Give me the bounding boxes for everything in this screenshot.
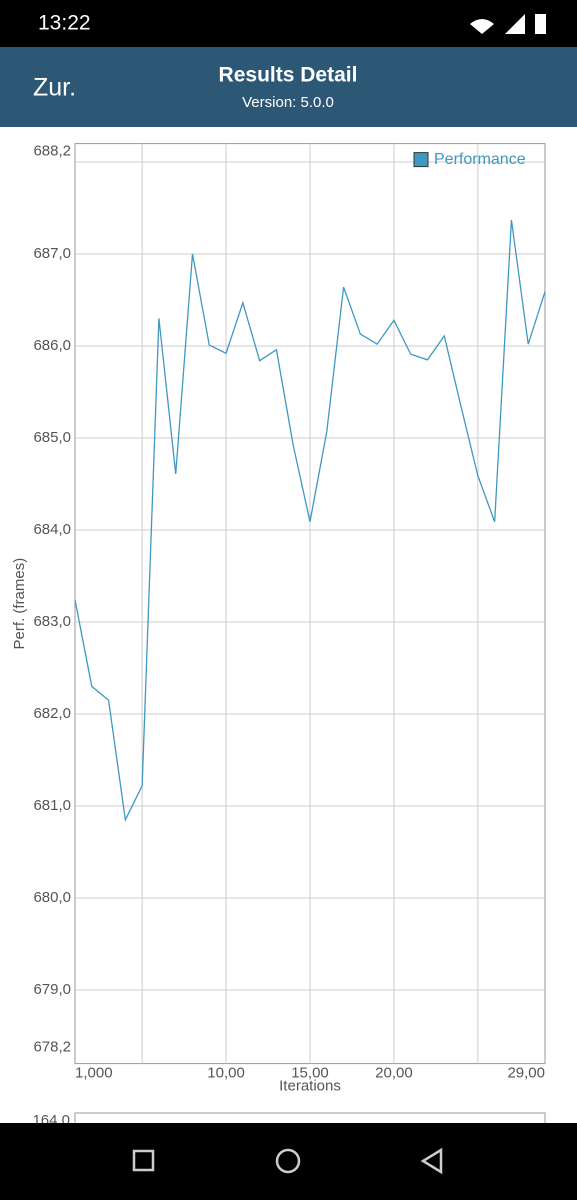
legend-label: Performance <box>434 151 526 168</box>
y-tick-label: 684,0 <box>33 521 71 538</box>
x-tick-label: 1,000 <box>75 1065 113 1082</box>
y-tick-label: 682,0 <box>33 705 71 722</box>
x-tick-label: 20,00 <box>375 1065 413 1082</box>
chart: 688,2 687,0 686,0 685,0 684,0 683,0 682,0 681,0… <box>11 143 546 1095</box>
x-tick-label: 29,00 <box>507 1065 545 1082</box>
nav-bar <box>0 1123 577 1200</box>
y-tick-label: 683,0 <box>33 613 71 630</box>
y-tick-label: 681,0 <box>33 797 71 814</box>
wifi-icon <box>470 19 494 34</box>
header-subtitle: Version: 5.0.0 <box>242 94 334 111</box>
x-tick-label: 15,00 <box>291 1065 329 1082</box>
y-tick-label: 678,2 <box>33 1039 71 1056</box>
status-time: 13:22 <box>38 12 91 35</box>
y-tick-label: 685,0 <box>33 429 71 446</box>
y-tick-label: 686,0 <box>33 337 71 354</box>
signal-icon <box>505 14 525 34</box>
back-nav-button[interactable] <box>420 1147 443 1175</box>
back-button[interactable]: Zur. <box>33 74 76 102</box>
y-axis-label: Perf. (frames) <box>11 558 28 650</box>
data-line <box>74 219 546 822</box>
battery-icon <box>535 14 546 34</box>
legend-swatch <box>413 152 429 168</box>
y-tick-label: 680,0 <box>33 889 71 906</box>
y-tick-label: 687,0 <box>33 245 71 262</box>
x-axis-label: Iterations <box>279 1078 341 1095</box>
app-header <box>0 47 577 127</box>
y-tick-label: 679,0 <box>33 981 71 998</box>
recents-button[interactable] <box>132 1149 155 1172</box>
home-button[interactable] <box>275 1148 301 1174</box>
y-tick-label: 688,2 <box>33 143 71 160</box>
header-title: Results Detail <box>219 64 358 87</box>
x-tick-label: 10,00 <box>207 1065 245 1082</box>
